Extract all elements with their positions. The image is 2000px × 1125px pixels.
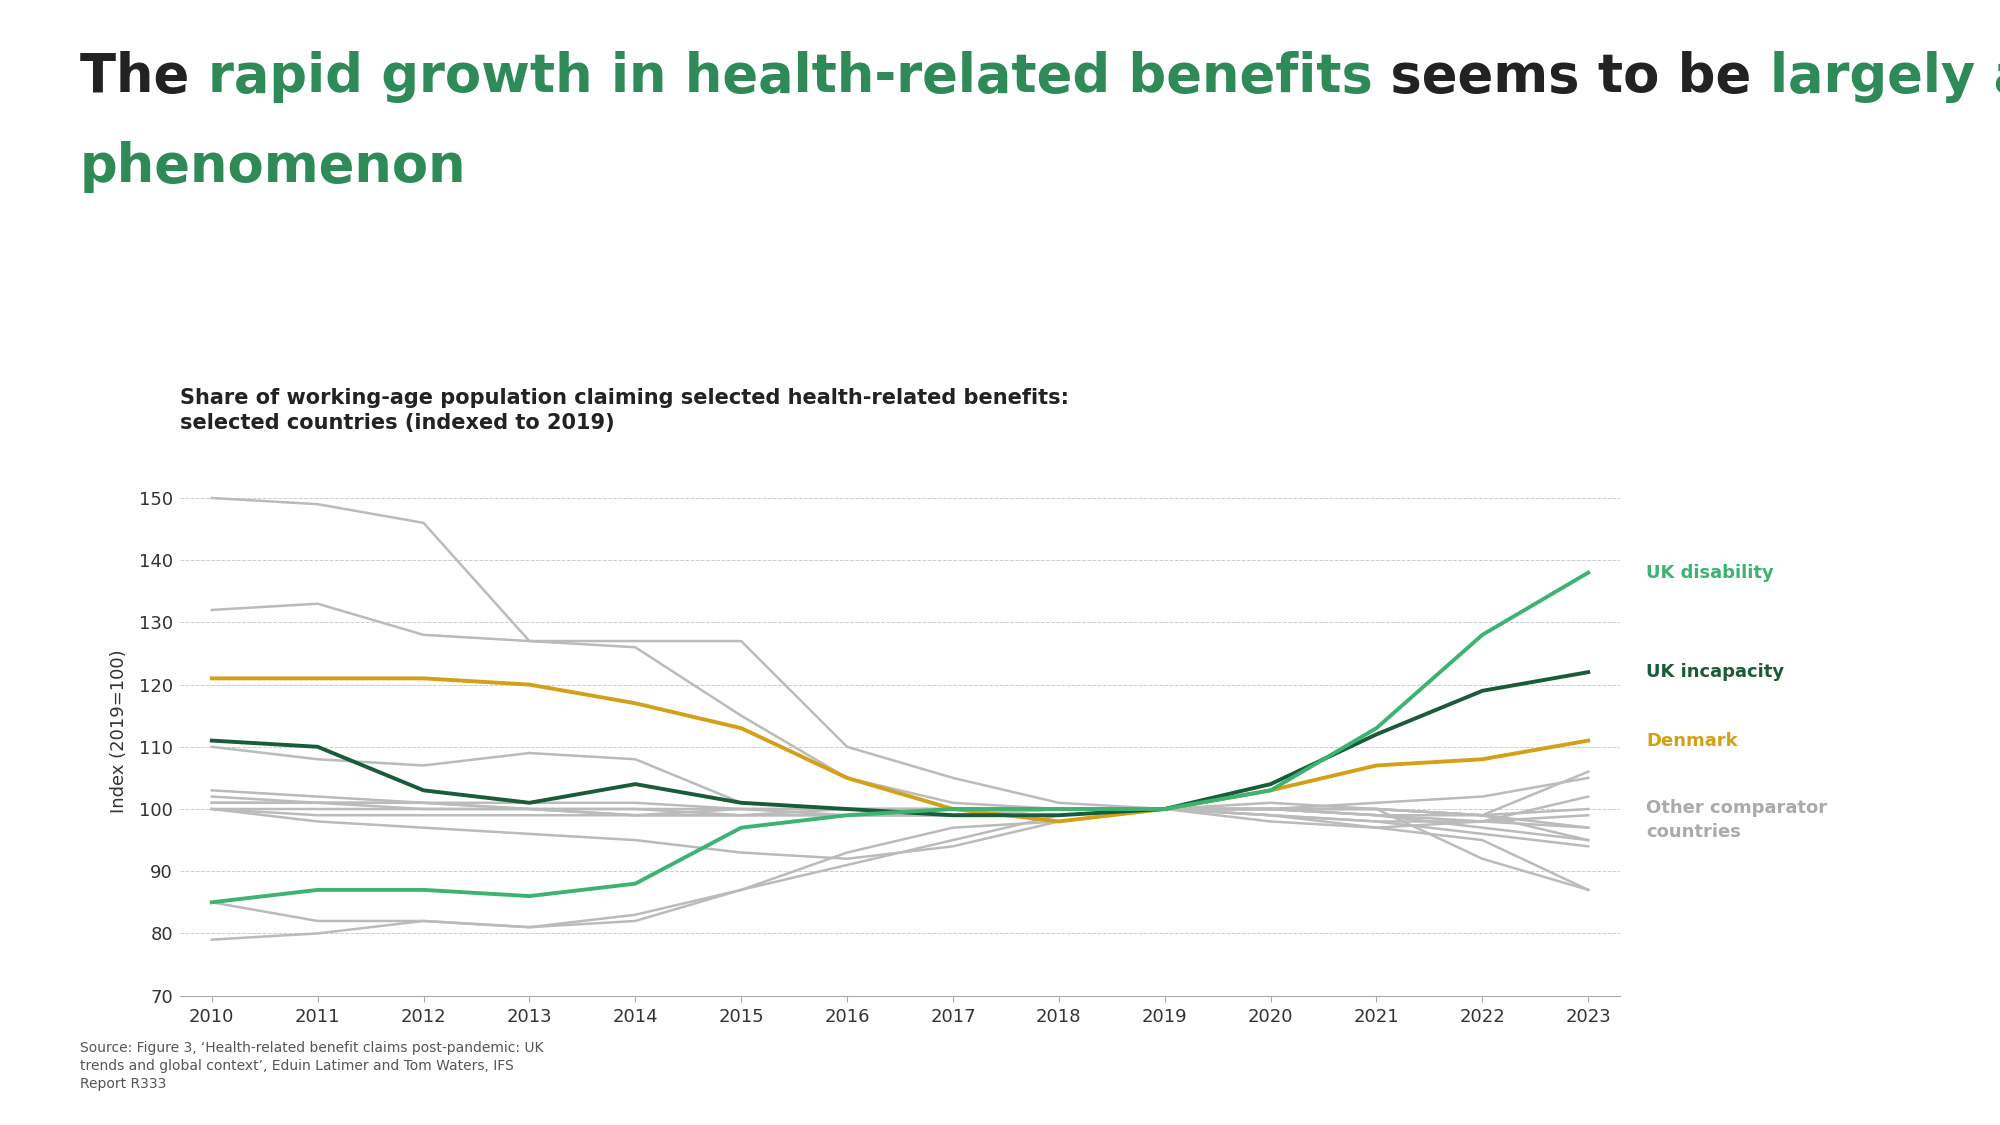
Text: The: The [80,51,208,102]
Text: Share of working-age population claiming selected health-related benefits:
selec: Share of working-age population claiming… [180,388,1068,433]
Text: UK disability: UK disability [1646,564,1774,582]
Y-axis label: Index (2019=100): Index (2019=100) [110,649,128,813]
Text: Other comparator
countries: Other comparator countries [1646,800,1828,842]
Text: rapid growth in health-related benefits: rapid growth in health-related benefits [208,51,1372,102]
Text: UK incapacity: UK incapacity [1646,663,1784,681]
Text: largely a UK: largely a UK [1770,51,2000,102]
Text: phenomenon: phenomenon [80,141,466,192]
Text: Source: Figure 3, ‘Health-related benefit claims post-pandemic: UK
trends and gl: Source: Figure 3, ‘Health-related benefi… [80,1041,544,1091]
Text: Denmark: Denmark [1646,731,1738,749]
Text: seems to be: seems to be [1372,51,1770,102]
